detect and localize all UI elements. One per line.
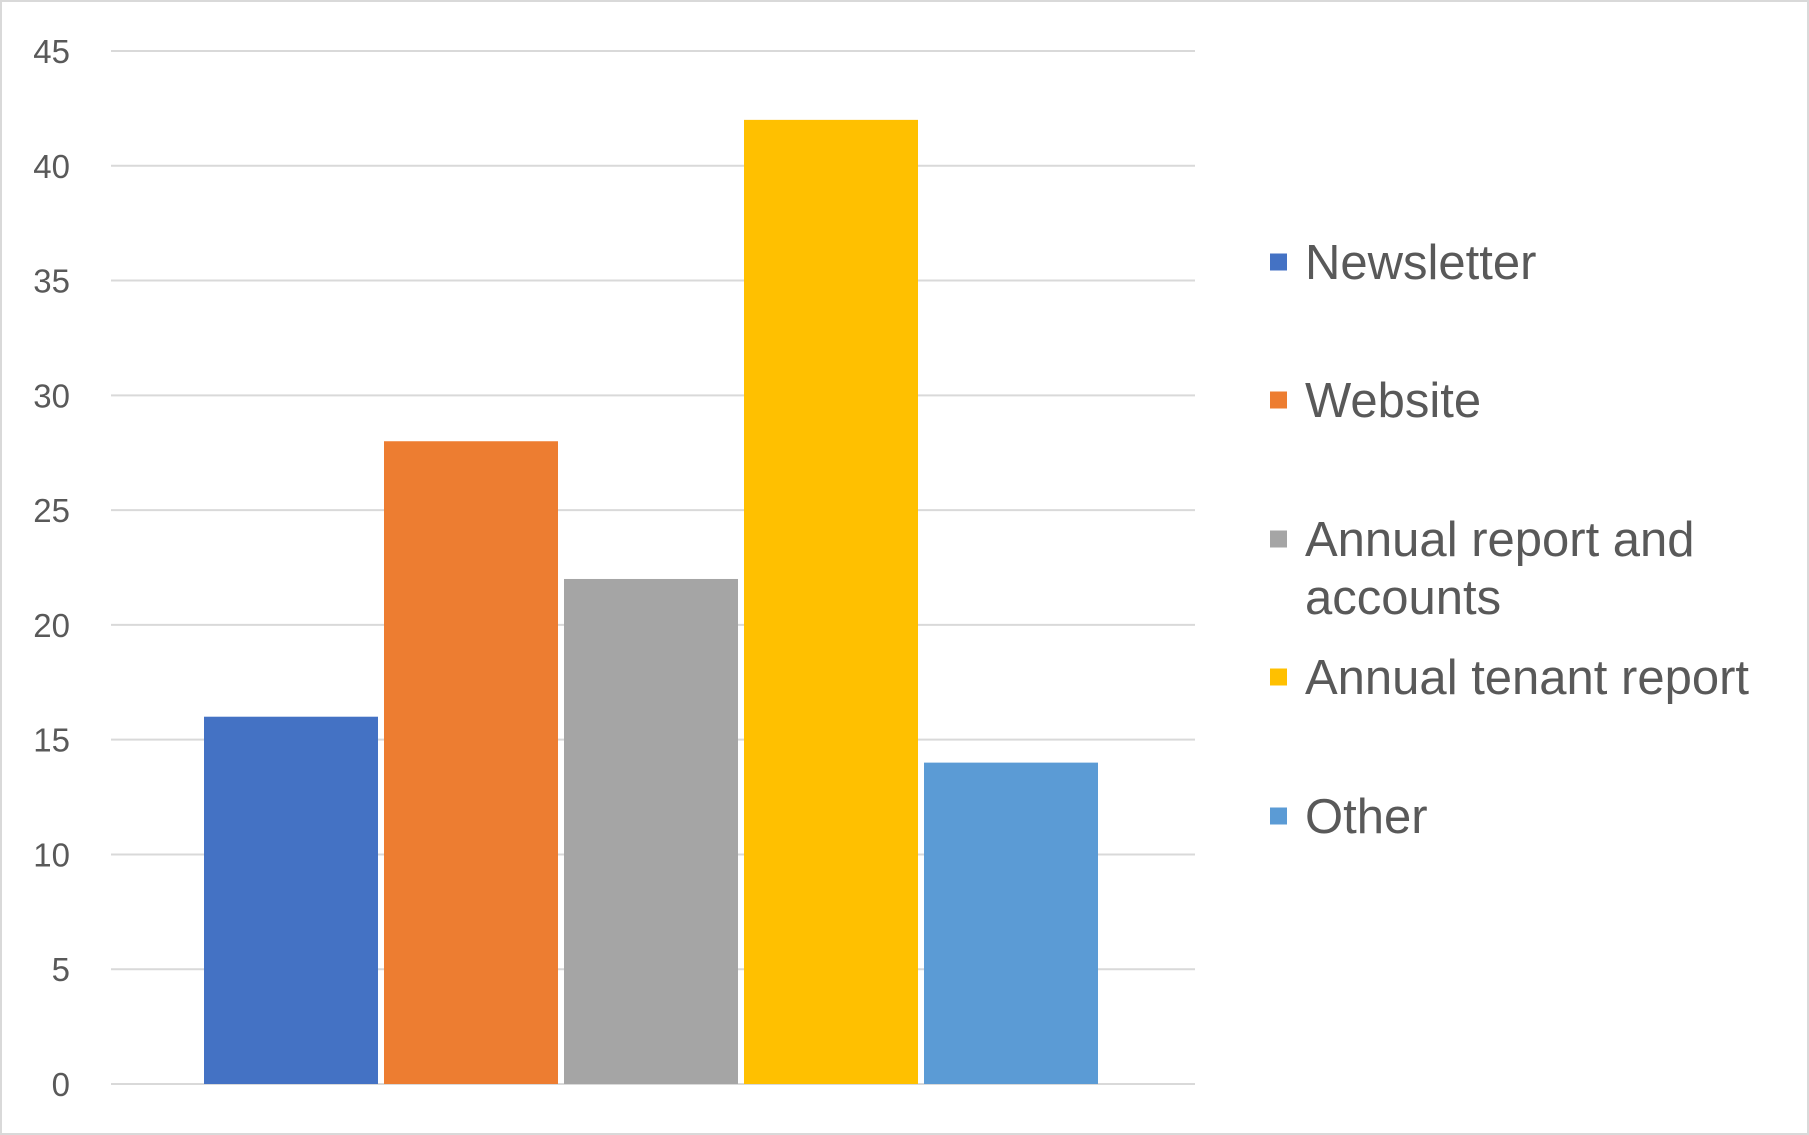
y-tick-label: 5 <box>52 951 70 988</box>
legend-marker-other <box>1270 807 1287 825</box>
legend-label-other: Other <box>1305 790 1428 844</box>
y-tick-label: 40 <box>33 148 70 185</box>
y-tick-label: 30 <box>33 377 70 414</box>
legend: Newsletter Website Annual report and accoun… <box>1270 236 1749 844</box>
bar-annual-report-and-accounts <box>564 578 738 1084</box>
bar-annual-tenant-report <box>744 119 918 1084</box>
bar-newsletter <box>204 716 378 1084</box>
y-tick-label: 20 <box>33 607 70 644</box>
legend-marker-website <box>1270 391 1287 409</box>
legend-label-annual-tenant-report: Annual tenant report <box>1305 651 1749 705</box>
legend-label-website: Website <box>1305 374 1481 428</box>
y-tick-label: 10 <box>33 836 70 873</box>
bars <box>204 119 1098 1084</box>
bar-website <box>384 441 558 1084</box>
legend-marker-newsletter <box>1270 253 1287 271</box>
y-tick-label: 15 <box>33 722 70 759</box>
legend-marker-annual-tenant-report <box>1270 668 1287 686</box>
legend-label-annual-report-and-accounts: Annual report and accounts <box>1305 513 1695 625</box>
y-tick-label: 25 <box>33 492 70 529</box>
y-tick-label: 45 <box>33 33 70 70</box>
legend-label-newsletter: Newsletter <box>1305 236 1536 290</box>
bar-other <box>924 762 1098 1084</box>
y-tick-label: 35 <box>33 263 70 300</box>
legend-marker-annual-report-and-accounts <box>1270 530 1287 548</box>
y-tick-label: 0 <box>52 1066 70 1103</box>
y-axis-ticks: 0 5 10 15 20 25 30 35 40 45 <box>33 33 70 1103</box>
